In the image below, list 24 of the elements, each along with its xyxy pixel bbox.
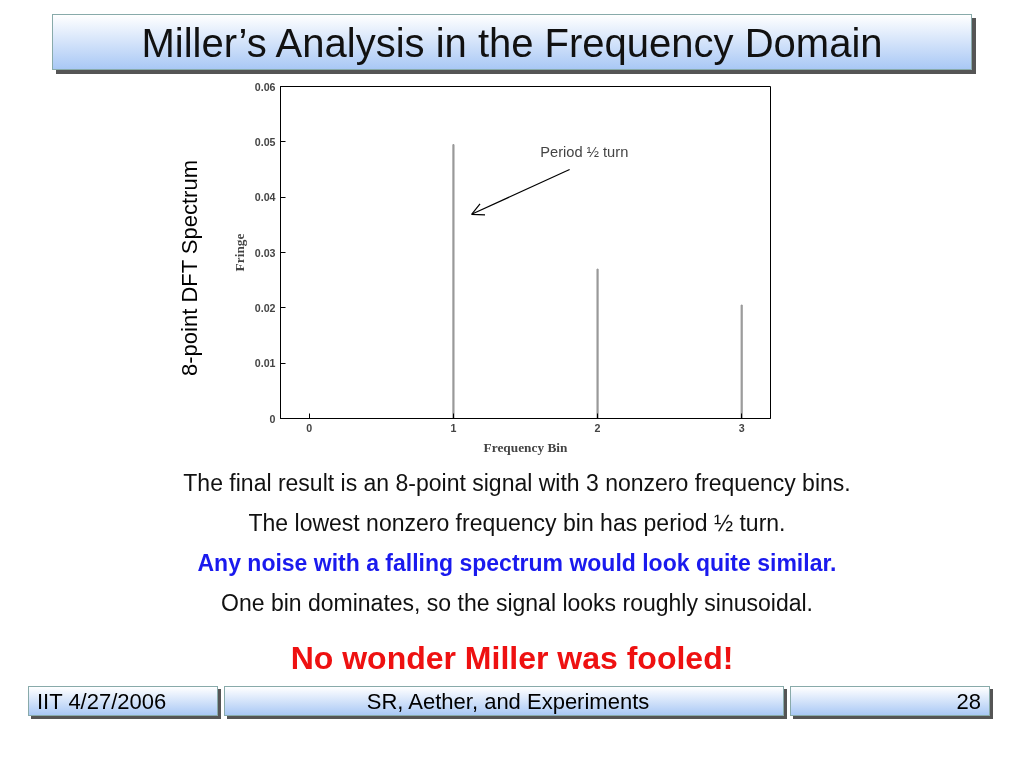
x-tick-label: 2 (594, 421, 601, 434)
chart-title: Miller’s Analysis in the Frequency Domain (141, 20, 883, 67)
text: IIT 4/27/2006 (37, 688, 167, 716)
text: One bin dominates, so the signal looks roughly sinusoidal. (221, 589, 813, 618)
y-tick-label: 0.01 (254, 357, 276, 370)
x-tick-label: 3 (738, 421, 745, 434)
y-tick-label: 0.06 (254, 80, 276, 93)
y-tick-label: 0.05 (254, 135, 276, 148)
y-tick-label: 0.04 (254, 191, 276, 204)
annotation: Period ½ turn (540, 143, 629, 160)
x-axis-title: Frequency Bin (483, 439, 568, 455)
x-tick-label: 1 (450, 421, 457, 434)
text: The final result is an 8-point signal with 3 nonzero frequency bins. (183, 469, 851, 498)
text: 28 (956, 688, 981, 716)
y-tick-label: 0 (269, 412, 276, 425)
y-axis-title: Fringe (231, 233, 247, 272)
text: Any noise with a falling spectrum would look quite similar. (197, 549, 837, 578)
text: 8-point DFT Spectrum (176, 160, 203, 377)
y-tick-label: 0.03 (254, 246, 276, 259)
x-tick-label: 0 (306, 421, 313, 434)
text: SR, Aether, and Experiments (366, 688, 650, 716)
text: No wonder Miller was fooled! (290, 639, 734, 678)
y-tick-label: 0.02 (254, 301, 276, 314)
text: The lowest nonzero frequency bin has period ½ turn. (248, 509, 786, 538)
